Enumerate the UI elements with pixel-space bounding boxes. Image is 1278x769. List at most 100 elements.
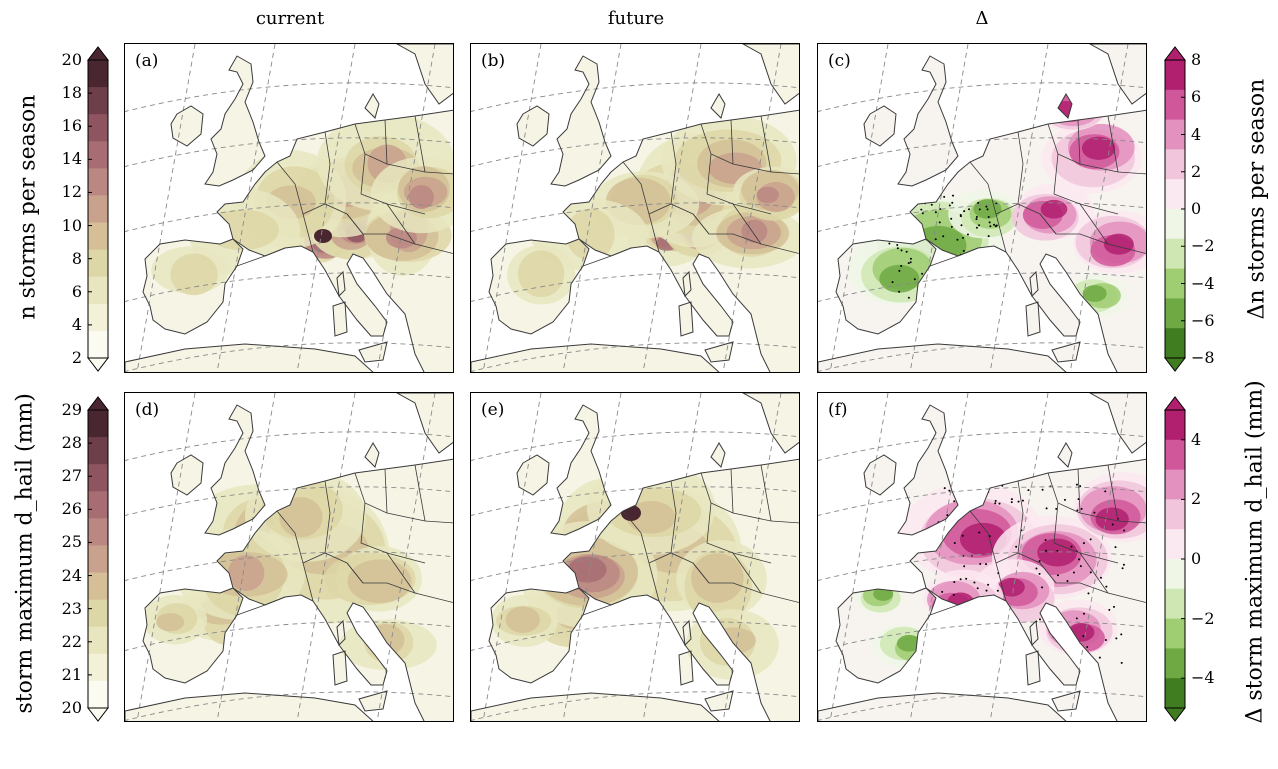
graticule-parallel	[818, 82, 1146, 112]
colorbar-segment	[88, 222, 108, 251]
significance-dot	[1093, 511, 1096, 514]
significance-dot	[993, 272, 996, 275]
colorbar-extend-top	[1163, 396, 1187, 411]
country-border	[1053, 502, 1119, 564]
significance-dot	[907, 262, 910, 265]
colorbar-tick-label: 10	[61, 215, 82, 235]
significance-dot	[947, 628, 950, 631]
coastline	[678, 650, 694, 686]
graticule-meridian	[1069, 393, 1129, 721]
country-border	[582, 596, 632, 616]
significance-dot	[963, 210, 966, 213]
significance-dot	[964, 265, 967, 268]
colorbar-tick-label: 2	[1191, 489, 1202, 509]
colorbar-tick-label: 29	[61, 400, 82, 419]
colorbar-extend-top	[86, 396, 110, 411]
country-border	[414, 464, 426, 522]
colorbar-frame	[87, 59, 109, 359]
significance-dot	[900, 249, 903, 252]
hazard-contour	[741, 219, 768, 244]
hazard-contour	[279, 497, 323, 538]
coastline	[516, 454, 550, 496]
significance-dot	[893, 218, 896, 221]
significance-dot	[952, 194, 955, 197]
colorbar-tick-label: 20	[61, 50, 82, 69]
graticule-meridian	[989, 44, 1049, 372]
significance-dot	[900, 264, 903, 267]
hazard-contour	[711, 627, 756, 654]
significance-dot	[965, 299, 968, 302]
graticule-meridian	[216, 393, 276, 721]
significance-dot	[956, 238, 959, 241]
graticule-meridian	[989, 393, 1049, 721]
country-border	[1117, 520, 1146, 524]
map-e-svg	[471, 393, 799, 721]
coastline	[835, 238, 937, 335]
colorbar-segment	[1165, 149, 1185, 180]
significance-dot	[966, 499, 969, 502]
significance-dot	[945, 272, 948, 275]
significance-dot	[979, 563, 982, 566]
panel-label-c: (c)	[828, 51, 851, 71]
map-d-svg	[125, 393, 453, 721]
country-border	[760, 464, 772, 522]
coastline	[488, 238, 590, 335]
graticule-parallel	[471, 202, 799, 232]
colorbar-delta-n-storms	[1163, 46, 1187, 372]
hazard-peak	[314, 229, 332, 243]
significance-dot	[954, 300, 957, 303]
map-f-svg	[818, 393, 1146, 721]
significance-dot	[936, 285, 939, 288]
coastline	[395, 44, 453, 105]
country-border	[929, 596, 979, 616]
significance-dot	[1099, 576, 1102, 579]
coastline	[1025, 650, 1041, 686]
significance-dot	[938, 221, 941, 224]
country-border	[384, 468, 388, 514]
significance-dot	[960, 615, 963, 618]
colorbar-segment	[88, 410, 108, 438]
column-title-delta: Δ	[975, 8, 989, 29]
significance-dot	[1010, 498, 1013, 501]
colorbar-segment	[1165, 328, 1185, 359]
significance-dot	[981, 277, 984, 280]
significance-dot	[994, 502, 997, 505]
delta-positive	[947, 592, 974, 612]
significance-dot	[898, 290, 901, 293]
coastline	[562, 458, 799, 721]
significance-dot	[1005, 607, 1008, 610]
significance-dot	[950, 299, 953, 302]
significance-dot	[1078, 558, 1081, 561]
significance-dot	[1045, 617, 1048, 620]
map-a-svg	[125, 44, 453, 372]
significance-dot	[948, 204, 951, 207]
graticule-parallel	[125, 551, 453, 581]
colorbar-tick-label: 0	[1191, 199, 1202, 218]
coastline	[550, 404, 612, 536]
significance-dot	[990, 264, 993, 267]
significance-dot	[1000, 640, 1003, 643]
colorbar-segment	[88, 60, 108, 88]
coastline	[1029, 270, 1039, 298]
colorbar-tick-label: 4	[1191, 124, 1202, 144]
significance-dot	[987, 295, 990, 298]
colorbar-segment	[1165, 268, 1185, 299]
coastline	[471, 692, 720, 721]
significance-dot	[975, 215, 978, 218]
colorbar-tick-label: 0	[1191, 549, 1202, 568]
significance-dot	[975, 218, 978, 221]
significance-dot	[1070, 545, 1073, 548]
significance-dot	[962, 249, 965, 252]
significance-dot	[920, 286, 923, 289]
significance-dot	[1112, 605, 1115, 608]
coastline	[216, 458, 453, 721]
coastline	[336, 270, 346, 298]
significance-dot	[1123, 529, 1126, 532]
significance-dot	[959, 578, 962, 581]
country-border	[424, 520, 453, 524]
country-border	[1047, 472, 1119, 522]
significance-dot	[1041, 586, 1044, 589]
colorbar-frame	[87, 409, 109, 709]
significance-dot	[1045, 549, 1048, 552]
coastline	[704, 341, 734, 363]
